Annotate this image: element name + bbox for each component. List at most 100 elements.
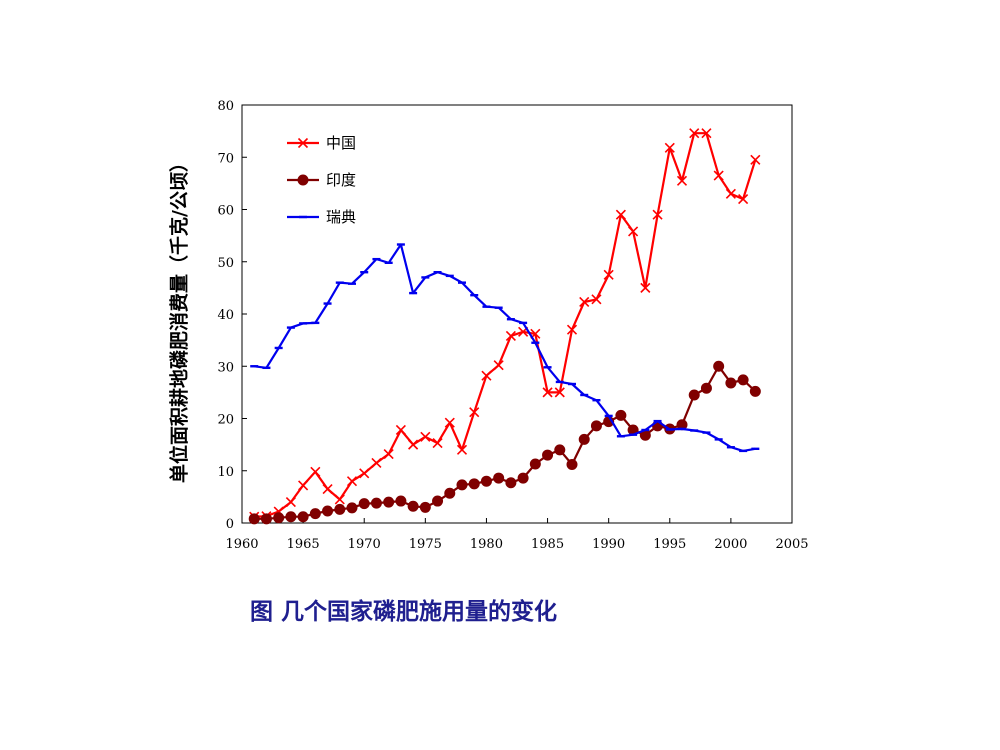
data-point xyxy=(579,296,590,308)
data-point xyxy=(383,496,395,508)
data-point xyxy=(578,433,590,445)
series-layer xyxy=(248,128,761,525)
data-point xyxy=(285,511,297,523)
data-point xyxy=(725,188,736,199)
data-point xyxy=(468,478,480,490)
data-point xyxy=(640,282,651,293)
data-point xyxy=(395,495,407,507)
data-point xyxy=(371,457,382,468)
data-point xyxy=(591,294,602,305)
x-tick-label: 1965 xyxy=(287,537,320,552)
y-tick-label: 50 xyxy=(217,256,234,271)
x-tick-label: 1980 xyxy=(470,537,503,552)
data-point xyxy=(322,505,334,517)
x-tick-label: 1985 xyxy=(531,537,564,552)
data-point xyxy=(298,480,309,491)
y-tick-label: 0 xyxy=(226,517,234,532)
y-tick-label: 30 xyxy=(217,360,234,375)
data-point xyxy=(285,497,296,508)
data-point xyxy=(309,508,321,520)
data-point xyxy=(688,389,700,401)
y-tick-label: 60 xyxy=(217,204,234,219)
data-point xyxy=(590,420,602,432)
data-point xyxy=(554,444,566,456)
x-tick-label: 2005 xyxy=(775,537,808,552)
data-point xyxy=(334,494,345,505)
x-tick-label: 1995 xyxy=(653,537,686,552)
data-point xyxy=(701,128,712,139)
data-point xyxy=(750,154,761,165)
x-axis: 1960 1965 1970 1975 1980 1985 1990 1995 2000 2005 xyxy=(225,518,809,552)
data-point xyxy=(346,476,358,487)
data-point xyxy=(566,458,578,470)
legend-marker xyxy=(297,174,309,186)
data-point xyxy=(676,175,688,186)
data-point xyxy=(432,495,444,507)
y-axis-label: 单位面积耕地磷肥消费量（千克/公顷） xyxy=(168,153,191,483)
data-point xyxy=(456,444,468,455)
y-tick-label: 10 xyxy=(217,465,234,480)
data-point xyxy=(542,387,553,398)
data-point xyxy=(749,385,761,397)
data-point xyxy=(481,370,492,381)
data-point xyxy=(408,439,419,450)
data-point xyxy=(432,437,443,449)
data-point xyxy=(419,501,431,513)
legend-label: 中国 xyxy=(326,134,356,152)
data-point xyxy=(469,407,480,418)
plot-area xyxy=(241,104,793,524)
data-point xyxy=(737,374,749,386)
data-point xyxy=(713,170,724,181)
data-point xyxy=(738,193,749,205)
data-point xyxy=(664,142,675,153)
data-point xyxy=(615,409,627,421)
data-point xyxy=(248,513,260,525)
data-point xyxy=(652,209,663,220)
data-point xyxy=(505,477,517,489)
x-tick-label: 1960 xyxy=(225,537,258,552)
data-point xyxy=(273,512,285,524)
data-point xyxy=(370,497,382,509)
x-tick-label: 1975 xyxy=(409,537,442,552)
x-tick-label: 2000 xyxy=(714,537,747,552)
data-point xyxy=(493,360,504,371)
x-tick-label: 1970 xyxy=(348,537,381,552)
data-point xyxy=(322,483,333,495)
y-axis: 0 10 20 30 40 50 60 70 80 xyxy=(217,99,247,532)
data-point xyxy=(297,511,309,523)
legend-marker xyxy=(297,137,309,149)
data-point xyxy=(480,475,492,487)
y-tick-label: 80 xyxy=(217,99,234,114)
x-tick-label: 1990 xyxy=(592,537,625,552)
y-tick-label: 70 xyxy=(217,151,234,166)
data-point xyxy=(505,330,516,342)
data-point xyxy=(444,417,455,428)
data-point xyxy=(358,498,370,510)
data-point xyxy=(456,479,468,491)
data-point xyxy=(554,387,565,398)
data-point xyxy=(260,513,272,525)
data-point xyxy=(420,431,431,442)
data-point xyxy=(603,269,614,280)
data-point xyxy=(517,472,529,484)
data-point xyxy=(493,472,505,484)
data-point xyxy=(615,209,626,220)
data-point xyxy=(529,458,541,470)
y-tick-label: 20 xyxy=(217,413,234,428)
data-point xyxy=(725,377,737,389)
data-point xyxy=(628,226,639,237)
data-point xyxy=(542,449,554,461)
data-point xyxy=(407,500,419,512)
data-point xyxy=(359,468,370,479)
data-point xyxy=(346,502,358,514)
figure-caption: 图 几个国家磷肥施用量的变化 xyxy=(250,599,558,625)
legend-label: 印度 xyxy=(326,171,356,189)
data-point xyxy=(334,503,346,515)
data-point xyxy=(713,360,725,372)
data-point xyxy=(689,128,700,139)
data-point xyxy=(444,487,456,499)
data-point xyxy=(310,466,321,477)
data-point xyxy=(566,324,578,335)
